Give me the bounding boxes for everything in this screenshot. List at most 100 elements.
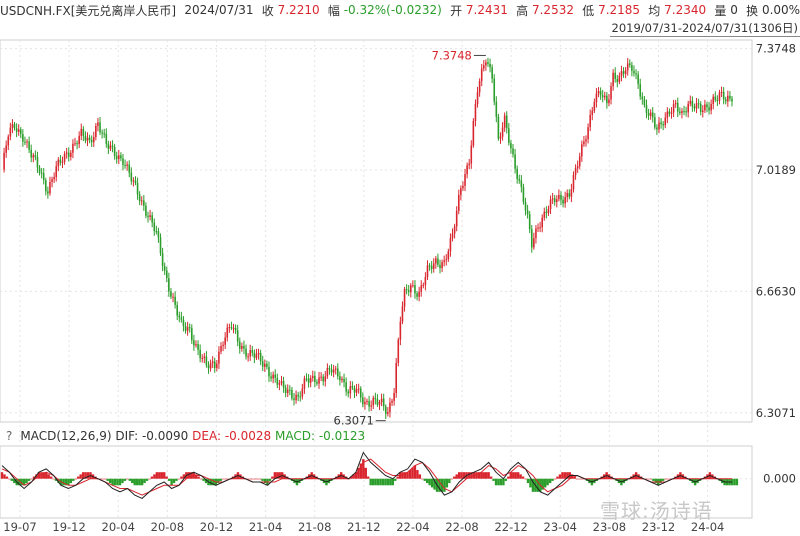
- candle-body: [95, 125, 97, 138]
- close-value: 7.2210: [277, 3, 320, 17]
- macd-histogram-bar: [212, 478, 215, 486]
- candle-body: [241, 346, 243, 349]
- symbol-name[interactable]: USDCNH.FX[美元兑离岸人民币]: [0, 3, 177, 18]
- macd-histogram-bar: [180, 476, 183, 479]
- candle-body: [553, 198, 556, 203]
- macd-histogram-bar: [138, 478, 141, 486]
- macd-histogram-bar: [30, 478, 33, 480]
- candle-body: [72, 143, 74, 153]
- help-icon[interactable]: ?: [6, 429, 13, 443]
- candle-body: [282, 381, 285, 388]
- candle-body: [245, 348, 247, 357]
- candle-body: [643, 99, 646, 106]
- open-label: 开: [450, 3, 463, 18]
- macd-histogram-bar: [131, 478, 134, 484]
- candle-body: [499, 136, 502, 139]
- candle-body: [38, 167, 41, 173]
- x-tick-label: 24-04: [691, 520, 724, 534]
- candle-body: [351, 386, 354, 388]
- candle-body: [712, 96, 715, 105]
- macd-histogram-bar: [167, 478, 171, 481]
- watermark: 雪球:汤诗语: [600, 499, 713, 523]
- candle-body: [549, 199, 552, 210]
- candle-body: [159, 237, 162, 254]
- candle-body: [514, 154, 516, 169]
- candle-body: [428, 265, 431, 267]
- macd-histogram-bar: [485, 472, 488, 479]
- candle-body: [416, 293, 418, 297]
- macd-histogram-bar: [271, 476, 274, 479]
- candle-body: [387, 412, 389, 414]
- candle-body: [193, 340, 195, 346]
- candle-body: [224, 337, 226, 345]
- candle-body: [138, 194, 141, 202]
- macd-histogram-bar: [13, 478, 16, 484]
- candle-body: [57, 159, 60, 167]
- candle-body: [545, 211, 548, 214]
- macd-histogram-bar: [150, 476, 154, 479]
- macd-histogram-bar: [263, 478, 267, 484]
- macd-histogram-bar: [386, 478, 390, 486]
- candle-body: [249, 350, 251, 357]
- candle-body: [516, 168, 518, 179]
- macd-histogram-bar: [455, 474, 458, 479]
- candle-body: [676, 102, 679, 112]
- close-label: 收: [261, 3, 274, 18]
- macd-histogram-bar: [32, 476, 36, 479]
- candle-body: [608, 99, 610, 104]
- candle-body: [259, 352, 262, 362]
- candle-body: [447, 251, 450, 260]
- candle-body: [722, 91, 725, 100]
- candle-body: [226, 327, 229, 338]
- quote-header: USDCNH.FX[美元兑离岸人民币] 2024/07/31 收 7.2210 …: [0, 0, 800, 20]
- candle-body: [622, 71, 625, 74]
- candle-body: [474, 104, 477, 121]
- volume-value: 0: [730, 3, 738, 17]
- macd-histogram-bar: [74, 478, 77, 480]
- macd-histogram-bar: [494, 478, 498, 486]
- macd-histogram-bar: [47, 474, 50, 479]
- candle-body: [435, 258, 437, 264]
- macd-histogram-bar: [197, 476, 200, 479]
- macd-histogram-bar: [502, 478, 505, 486]
- macd-histogram-bar: [8, 478, 11, 480]
- candle-body: [393, 393, 395, 401]
- avg-label: 均: [648, 3, 661, 18]
- candle-body: [99, 122, 101, 133]
- candle-body: [704, 104, 706, 111]
- candle-body: [170, 291, 172, 297]
- candle-body: [572, 175, 575, 190]
- candle-body: [301, 388, 304, 397]
- candle-body: [470, 145, 473, 164]
- candle-body: [453, 226, 456, 234]
- candle-body: [380, 398, 383, 403]
- candle-body: [92, 137, 95, 143]
- macd-histogram-bar: [194, 474, 198, 479]
- date-range[interactable]: 2019/07/31-2024/07/31(1306日): [609, 20, 800, 37]
- candle-body: [537, 227, 539, 229]
- macd-histogram-bar: [276, 472, 279, 479]
- candle-body: [230, 327, 233, 329]
- macd-histogram-bar: [438, 478, 441, 492]
- candle-body: [17, 129, 20, 132]
- candle-body: [528, 214, 531, 230]
- candle-body: [213, 361, 216, 369]
- candle-body: [19, 129, 22, 135]
- price-y-tick-label: 6.3071: [756, 406, 796, 420]
- candle-body: [562, 199, 564, 204]
- macd-histogram-bar: [160, 472, 163, 479]
- candle-body: [591, 110, 594, 115]
- candle-body: [111, 145, 114, 147]
- candle-body: [107, 143, 110, 149]
- candle-body: [702, 110, 704, 113]
- candle-body: [466, 165, 468, 175]
- macd-panel-frame: [0, 445, 753, 519]
- candle-body: [234, 327, 237, 331]
- macd-histogram-bar: [268, 478, 272, 481]
- candle-body: [122, 158, 124, 165]
- candle-body: [464, 174, 466, 186]
- macd-histogram-bar: [5, 476, 9, 479]
- candle-body: [67, 152, 70, 157]
- macd-histogram-bar: [3, 474, 6, 479]
